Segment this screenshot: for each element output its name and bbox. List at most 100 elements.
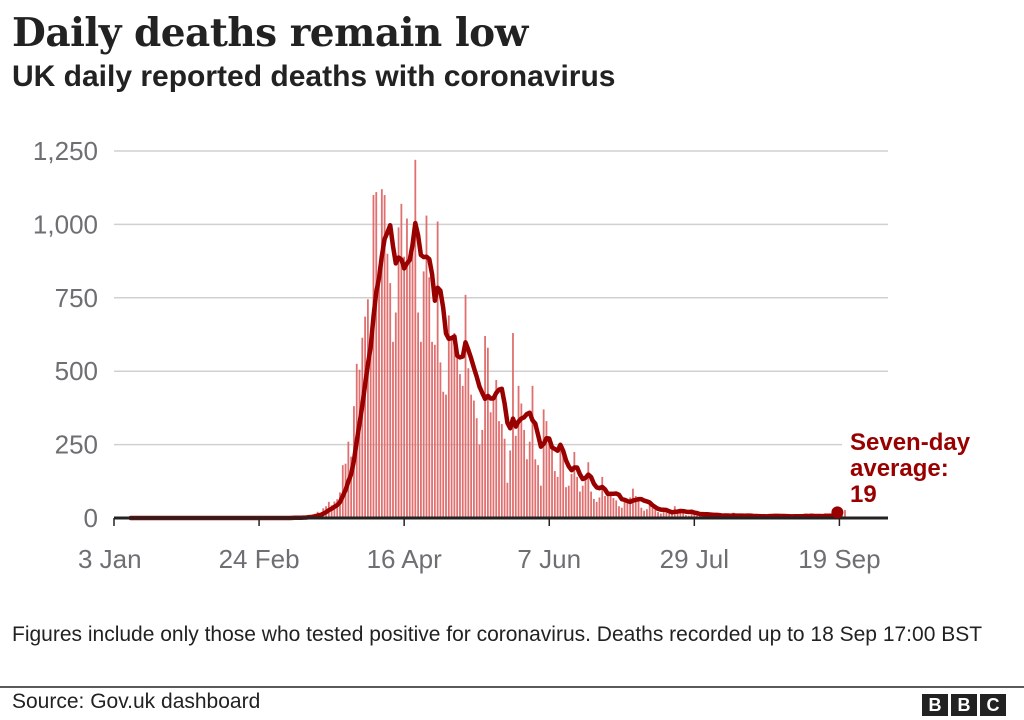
- daily-bar: [645, 509, 648, 518]
- daily-bar: [581, 485, 584, 518]
- daily-bar: [523, 429, 526, 518]
- daily-bar: [598, 497, 601, 518]
- y-tick-label: 1,000: [33, 209, 98, 239]
- daily-bar: [500, 424, 503, 518]
- daily-bar: [528, 441, 531, 518]
- daily-bar: [517, 385, 520, 518]
- daily-bar: [498, 421, 500, 518]
- daily-bar: [442, 391, 445, 518]
- daily-bar: [844, 510, 846, 518]
- footnote: Figures include only those who tested po…: [12, 623, 983, 646]
- daily-bar: [612, 498, 615, 518]
- daily-bar: [570, 473, 573, 518]
- daily-bar: [531, 385, 534, 518]
- daily-bar: [671, 514, 673, 518]
- daily-bar: [378, 268, 380, 518]
- x-tick-label: 24 Feb: [219, 544, 300, 574]
- daily-bar: [411, 236, 414, 519]
- daily-bar: [336, 499, 339, 518]
- daily-bar: [503, 438, 506, 518]
- daily-bar: [696, 514, 699, 518]
- daily-bar: [420, 341, 422, 518]
- daily-bar: [380, 189, 383, 518]
- daily-bar: [562, 451, 565, 518]
- daily-bar: [553, 471, 556, 518]
- daily-bar: [573, 451, 576, 518]
- daily-bar: [634, 495, 637, 518]
- daily-bar: [506, 482, 509, 518]
- daily-bar: [422, 271, 425, 518]
- bbc-logo-block: B: [951, 694, 977, 716]
- daily-bar: [333, 501, 336, 518]
- daily-bar: [489, 412, 492, 518]
- daily-bar: [520, 403, 523, 518]
- daily-bar: [400, 203, 403, 518]
- daily-bar: [467, 368, 470, 518]
- daily-bar: [618, 506, 620, 518]
- chart-title: Daily deaths remain low: [12, 10, 528, 56]
- daily-bar: [470, 394, 473, 518]
- daily-bar: [623, 500, 626, 518]
- daily-bar: [693, 512, 696, 518]
- daily-bar: [439, 362, 442, 518]
- daily-bar: [637, 500, 640, 518]
- daily-bar: [526, 459, 528, 518]
- daily-bar: [556, 476, 559, 518]
- x-tick-label: 29 Jul: [660, 544, 729, 574]
- daily-bar: [389, 283, 392, 518]
- daily-bar: [534, 459, 537, 518]
- chart-area: 0 250 500 750 1,000 1,250 3 Jan 24 Feb 16 Apr 7 …: [33, 136, 971, 574]
- daily-bar: [447, 315, 450, 518]
- daily-bar: [665, 510, 668, 518]
- daily-bar: [632, 488, 634, 518]
- daily-bar: [657, 512, 659, 518]
- daily-bar: [595, 501, 598, 518]
- daily-bar: [668, 513, 671, 518]
- daily-bar: [386, 253, 389, 518]
- daily-bar: [361, 337, 364, 518]
- daily-bar: [590, 491, 592, 518]
- daily-bar: [459, 374, 461, 518]
- daily-bar: [486, 347, 489, 518]
- annotation-text: Seven-day: [850, 429, 971, 456]
- bbc-logo-block: B: [922, 694, 948, 716]
- gridlines: [114, 150, 888, 446]
- daily-bar: [615, 500, 618, 518]
- daily-bar: [609, 491, 612, 518]
- y-axis-labels: 0 250 500 750 1,000 1,250: [33, 136, 98, 533]
- daily-bar: [330, 505, 333, 518]
- daily-bar: [509, 450, 512, 518]
- daily-bar: [514, 435, 517, 518]
- y-tick-label: 750: [55, 283, 98, 313]
- daily-bar: [545, 421, 548, 518]
- daily-bar: [403, 256, 406, 518]
- daily-bar: [587, 462, 590, 518]
- daily-bar: [366, 299, 369, 518]
- daily-bar: [659, 513, 662, 518]
- daily-bar: [484, 335, 486, 518]
- daily-bar: [539, 485, 542, 518]
- chart-subtitle: UK daily reported deaths with coronaviru…: [12, 60, 616, 93]
- y-tick-label: 1,250: [33, 136, 98, 166]
- daily-bar: [436, 221, 439, 519]
- daily-bar: [584, 479, 587, 518]
- daily-bar: [542, 409, 545, 518]
- daily-bar: [682, 512, 685, 518]
- daily-bar: [690, 512, 693, 518]
- daily-bar: [576, 476, 579, 518]
- footer-divider: [0, 686, 1024, 688]
- daily-bar: [592, 498, 595, 518]
- x-tick-label: 16 Apr: [367, 544, 443, 574]
- daily-bar: [579, 491, 581, 518]
- daily-bar: [606, 494, 609, 518]
- daily-bar: [495, 380, 498, 518]
- daily-bar: [567, 485, 570, 518]
- daily-bar: [551, 447, 553, 518]
- daily-bar: [643, 510, 645, 518]
- daily-bar: [620, 507, 623, 518]
- daily-bar: [548, 443, 551, 518]
- x-tick-label: 3 Jan: [78, 544, 142, 574]
- bbc-logo: B B C: [922, 694, 1006, 716]
- daily-bar: [417, 312, 420, 518]
